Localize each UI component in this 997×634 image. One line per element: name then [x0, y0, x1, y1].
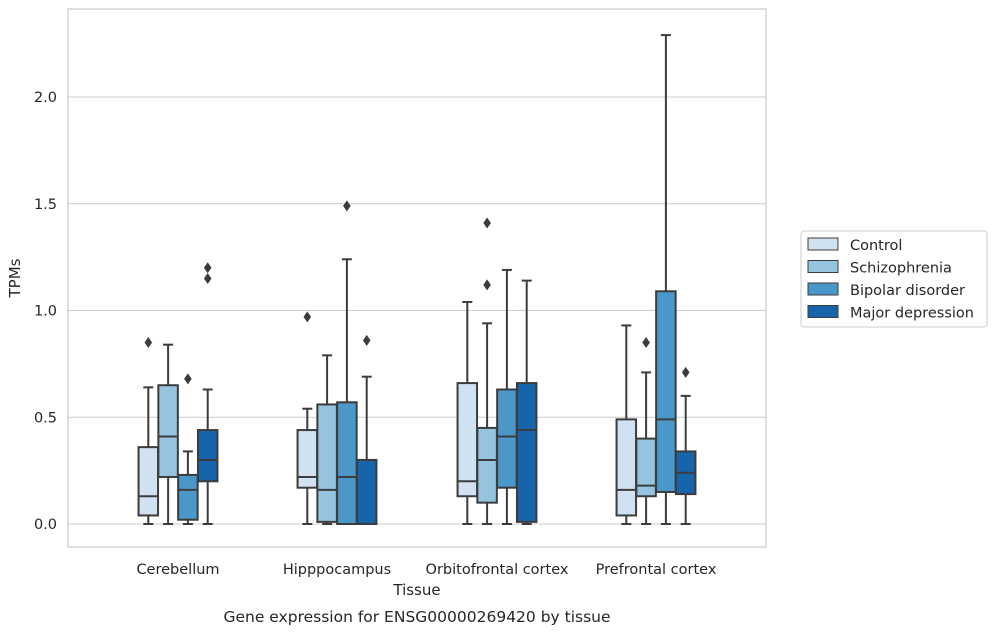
- outlier-point: [483, 279, 491, 291]
- box-body: [336, 401, 358, 525]
- box-plot-item: [674, 366, 697, 525]
- box-body: [157, 384, 179, 479]
- box-body: [196, 429, 219, 483]
- box-plot-item: [177, 373, 199, 525]
- box-plot-item: [336, 200, 358, 525]
- y-tick-label: 0.5: [34, 410, 57, 426]
- box-plot-item: [655, 34, 677, 525]
- x-tick-label: Cerebellum: [136, 562, 219, 578]
- box-body: [615, 418, 638, 517]
- outlier-point: [203, 262, 212, 274]
- legend-label: Control: [850, 238, 902, 254]
- x-tick-label: Hipppocampus: [283, 562, 391, 578]
- legend-swatch: [807, 305, 839, 318]
- outlier-point: [184, 373, 192, 385]
- x-axis-ticks: Cerebellum Hipppocampus Orbitofrontal cort…: [136, 562, 716, 578]
- legend-entries: Control Schizophrenia Bipolar disorder Majo…: [807, 237, 974, 322]
- x-axis-label: Tissue: [392, 581, 440, 599]
- box-body: [476, 426, 498, 504]
- box-body: [655, 290, 677, 493]
- legend-swatch: [807, 260, 839, 273]
- outlier-point: [203, 272, 212, 284]
- legend-swatch: [807, 282, 839, 296]
- chart-caption: Gene expression for ENSG00000269420 by t…: [223, 608, 610, 626]
- box-plot-item: [515, 279, 538, 525]
- box-plot-item: [296, 311, 319, 525]
- box-body: [137, 446, 160, 517]
- box-body: [296, 429, 319, 489]
- outlier-point: [681, 366, 690, 378]
- y-axis-label: TPMs: [6, 258, 24, 298]
- box-plot-item: [456, 300, 479, 525]
- y-tick-label: 1.0: [34, 304, 57, 320]
- box-plot-item: [157, 343, 179, 525]
- outlier-point: [483, 217, 491, 229]
- outlier-point: [303, 311, 312, 323]
- legend-label: Major depression: [850, 306, 974, 322]
- box-body: [355, 458, 378, 526]
- box-body: [496, 388, 518, 489]
- x-tick-label: Orbitofrontal cortex: [426, 562, 569, 578]
- y-tick-label: 0.0: [34, 517, 57, 533]
- legend-swatch: [807, 237, 839, 251]
- y-axis-ticks: 0.0 0.5 1.0 1.5 2.0: [34, 90, 57, 533]
- outlier-point: [144, 337, 153, 349]
- y-tick-label: 2.0: [34, 90, 57, 106]
- box-body: [177, 473, 199, 521]
- box-body: [635, 437, 657, 498]
- box-plot-item: [137, 337, 160, 525]
- outlier-point: [343, 200, 351, 212]
- outlier-point: [362, 334, 371, 346]
- legend-frame: [800, 230, 988, 328]
- outlier-point: [642, 337, 650, 349]
- box-body: [316, 403, 338, 523]
- y-tick-label: 1.5: [34, 197, 57, 213]
- box-plot-item: [635, 337, 657, 525]
- legend-label: Bipolar disorder: [850, 283, 965, 299]
- x-tick-label: Prefrontal cortex: [596, 562, 717, 578]
- box-series: [137, 34, 697, 526]
- legend-label: Schizophrenia: [850, 261, 952, 277]
- legend: Control Schizophrenia Bipolar disorder Majo…: [800, 230, 988, 328]
- box-body: [515, 382, 538, 523]
- box-body: [456, 382, 479, 498]
- box-plot-item: [355, 334, 378, 526]
- box-plot-item: [196, 262, 219, 525]
